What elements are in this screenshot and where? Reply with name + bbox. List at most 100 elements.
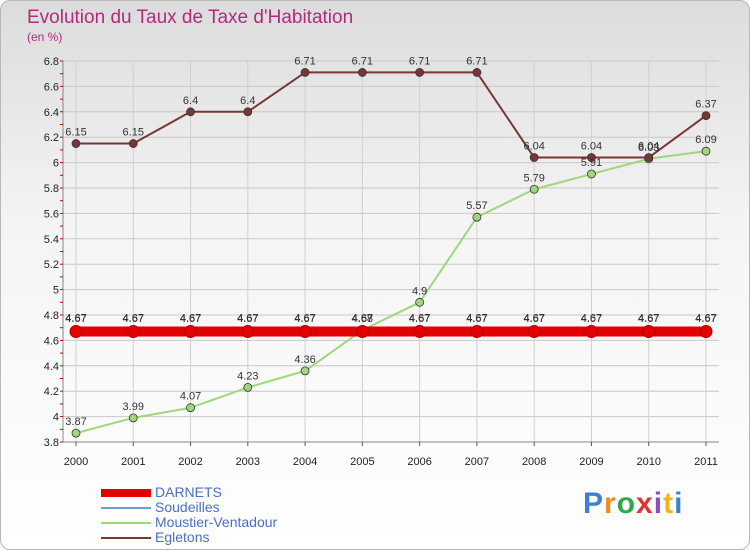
y-tick-label: 5 xyxy=(53,285,59,297)
data-label-moustier-ventadour: 4.23 xyxy=(237,370,258,382)
logo-letter: o xyxy=(616,487,637,520)
legend-label-darnets: DARNETS xyxy=(155,484,222,500)
data-label-egletons: 6.71 xyxy=(409,55,430,67)
data-label-egletons: 6.04 xyxy=(523,141,544,153)
data-label-egletons: 6.4 xyxy=(240,95,255,107)
point-egletons xyxy=(472,68,482,77)
data-label-moustier-ventadour: 4.07 xyxy=(180,391,201,403)
x-tick-label: 2010 xyxy=(636,456,660,468)
data-label-moustier-ventadour: 4.36 xyxy=(294,354,315,366)
data-label-soudeilles: 4.67 xyxy=(466,313,487,325)
data-label-moustier-ventadour: 5.57 xyxy=(466,200,487,212)
logo-letter: i xyxy=(674,487,684,520)
point-moustier-ventadour xyxy=(587,169,596,179)
legend-swatch-darnets xyxy=(101,489,151,497)
y-axis-unit: (en %) xyxy=(27,30,63,44)
data-label-soudeilles: 4.67 xyxy=(523,313,544,325)
data-label-egletons: 6.71 xyxy=(352,55,373,67)
data-label-egletons: 6.37 xyxy=(695,99,716,111)
data-label-soudeilles: 4.67 xyxy=(352,313,373,325)
data-label-egletons: 6.71 xyxy=(466,55,487,67)
data-label-darnets: 4.67 xyxy=(237,313,258,325)
proxiti-logo: Proxiti xyxy=(583,487,683,521)
data-label-darnets: 4.67 xyxy=(581,313,602,325)
y-tick-label: 4 xyxy=(53,412,59,424)
data-label-egletons: 6.04 xyxy=(581,141,602,153)
point-moustier-ventadour xyxy=(243,382,253,392)
data-label-moustier-ventadour: 6.09 xyxy=(695,134,716,146)
point-darnets xyxy=(527,325,541,339)
x-tick-label: 2004 xyxy=(293,456,317,468)
data-label-egletons: 6.04 xyxy=(638,141,659,153)
axes xyxy=(62,61,719,443)
data-label-darnets: 4.67 xyxy=(523,313,544,325)
data-points xyxy=(69,68,713,438)
point-egletons xyxy=(71,139,81,148)
data-label-soudeilles: 4.67 xyxy=(237,313,258,325)
x-tick-label: 2006 xyxy=(407,456,431,468)
point-moustier-ventadour xyxy=(472,212,482,222)
data-label-moustier-ventadour: 4.68 xyxy=(352,313,373,325)
data-label-darnets: 4.67 xyxy=(638,313,659,325)
logo-letter: i xyxy=(653,487,664,520)
y-tick-label: 3.8 xyxy=(44,437,59,449)
data-label-moustier-ventadour: 6.03 xyxy=(638,142,659,154)
point-egletons xyxy=(529,153,539,162)
point-darnets xyxy=(69,325,83,339)
point-darnets xyxy=(184,325,198,339)
point-moustier-ventadour xyxy=(128,413,138,423)
point-moustier-ventadour xyxy=(701,146,711,156)
data-label-soudeilles: 4.67 xyxy=(180,313,201,325)
logo-letter: P xyxy=(583,487,605,520)
point-moustier-ventadour xyxy=(529,184,539,194)
point-darnets xyxy=(413,325,427,339)
y-tick-label: 6.6 xyxy=(44,81,59,93)
data-label-egletons: 6.4 xyxy=(183,95,198,107)
data-label-moustier-ventadour: 3.99 xyxy=(123,401,144,413)
y-tick-label: 4.4 xyxy=(44,361,59,373)
legend-swatch-moustier-ventadour xyxy=(101,522,151,524)
x-tick-label: 2000 xyxy=(64,456,88,468)
point-moustier-ventadour xyxy=(71,428,81,438)
point-egletons xyxy=(357,68,367,77)
y-tick-label: 4.6 xyxy=(44,335,59,347)
data-label-egletons: 6.15 xyxy=(123,127,144,139)
data-label-moustier-ventadour: 5.91 xyxy=(581,157,602,169)
data-label-soudeilles: 4.67 xyxy=(638,313,659,325)
x-tick-label: 2003 xyxy=(236,456,260,468)
point-darnets xyxy=(470,325,484,339)
data-label-darnets: 4.67 xyxy=(65,313,86,325)
data-label-soudeilles: 4.67 xyxy=(695,313,716,325)
point-darnets xyxy=(699,325,713,339)
data-label-darnets: 4.67 xyxy=(180,313,201,325)
y-tick-label: 5.2 xyxy=(44,259,59,271)
legend-label-egletons: Egletons xyxy=(155,529,210,545)
data-label-darnets: 4.67 xyxy=(409,313,430,325)
point-darnets xyxy=(355,325,369,339)
x-tick-label: 2007 xyxy=(465,456,489,468)
legend-label-soudeilles: Soudeilles xyxy=(155,499,220,515)
data-label-moustier-ventadour: 4.9 xyxy=(412,285,427,297)
y-tick-label: 4.2 xyxy=(44,386,59,398)
data-label-moustier-ventadour: 5.79 xyxy=(523,172,544,184)
logo-letter: r xyxy=(604,487,617,520)
y-tick-label: 5.6 xyxy=(44,208,59,220)
point-egletons xyxy=(701,111,711,121)
x-tick-label: 2011 xyxy=(694,456,718,468)
y-tick-label: 5.8 xyxy=(44,183,59,195)
point-moustier-ventadour xyxy=(186,403,195,413)
point-darnets xyxy=(584,325,598,339)
y-tick-label: 6.4 xyxy=(44,107,59,119)
point-darnets xyxy=(126,325,140,339)
data-label-soudeilles: 4.67 xyxy=(409,313,430,325)
logo-letter: t xyxy=(663,487,675,520)
legend-swatch-soudeilles xyxy=(101,507,151,509)
y-tick-label: 6.8 xyxy=(44,56,59,68)
logo-letter: x xyxy=(636,487,654,520)
series-line-egletons xyxy=(75,71,707,159)
point-darnets xyxy=(298,325,312,339)
point-moustier-ventadour xyxy=(300,366,310,376)
data-labels: 6.15 6.156.4 6.46.71 6.71 6.71 6.716.04 6.04 6.… xyxy=(65,55,716,428)
